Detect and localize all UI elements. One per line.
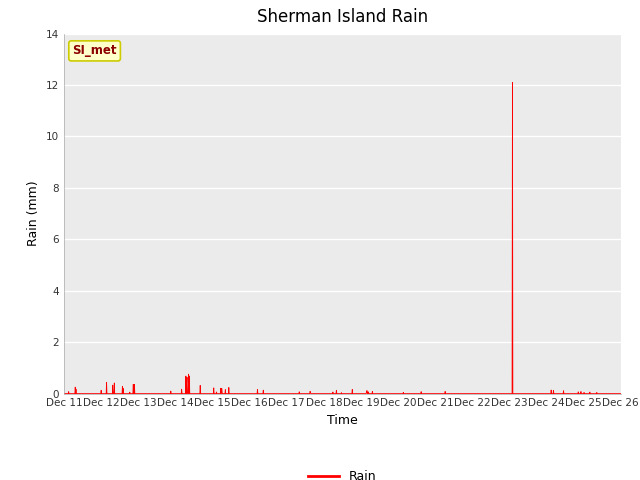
- Legend: Rain: Rain: [303, 465, 382, 480]
- X-axis label: Time: Time: [327, 414, 358, 427]
- Title: Sherman Island Rain: Sherman Island Rain: [257, 9, 428, 26]
- Y-axis label: Rain (mm): Rain (mm): [28, 181, 40, 246]
- Text: SI_met: SI_met: [72, 44, 117, 58]
